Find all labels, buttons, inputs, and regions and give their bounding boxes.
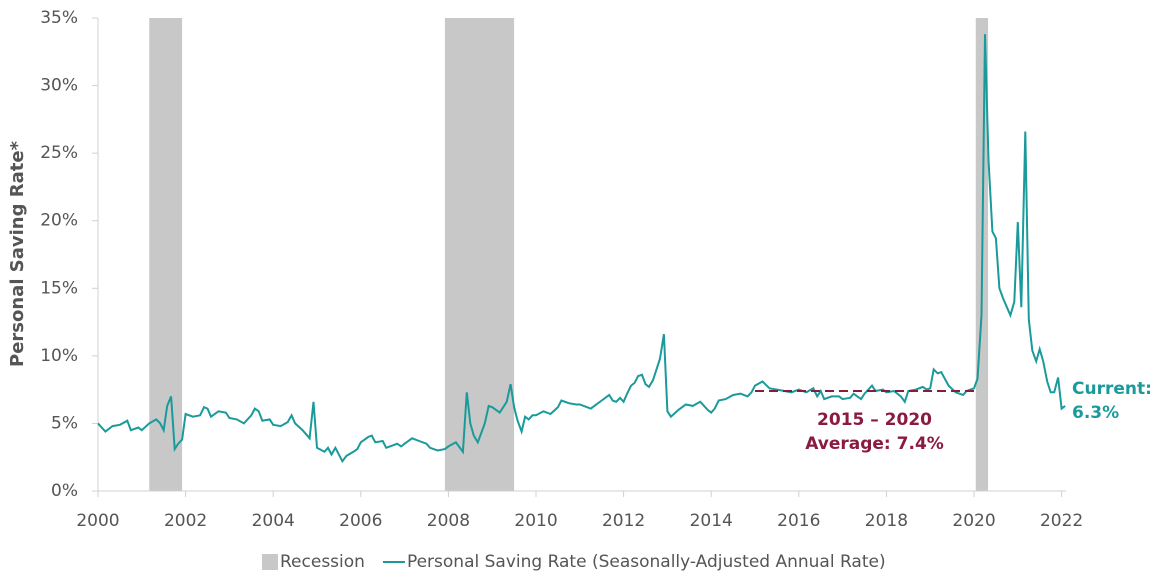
y-tick-label: 15% [40,278,78,298]
x-tick-label: 2020 [952,511,995,531]
y-tick-label: 35% [40,8,78,28]
y-tick-label: 30% [40,76,78,96]
current-annotation: 6.3% [1072,403,1119,423]
current-annotation: Current: [1072,379,1152,399]
average-annotation: 2015 – 2020 [817,410,932,430]
x-tick-label: 2022 [1040,511,1083,531]
x-tick-label: 2008 [427,511,470,531]
y-axis-label: Personal Saving Rate* [7,140,28,367]
x-tick-label: 2016 [777,511,820,531]
x-tick-label: 2004 [252,511,295,531]
x-tick-label: 2010 [514,511,557,531]
average-annotation: Average: 7.4% [805,434,944,454]
recession-band [444,18,515,491]
y-tick-label: 5% [51,413,78,433]
x-tick-label: 2006 [339,511,382,531]
y-tick-label: 25% [40,143,78,163]
legend-swatch [262,554,278,570]
x-tick-label: 2002 [164,511,207,531]
legend-label: Personal Saving Rate (Seasonally-Adjuste… [407,552,886,572]
legend-label: Recession [280,552,365,572]
saving-rate-line [97,34,1066,464]
y-tick-label: 20% [40,211,78,231]
x-tick-label: 2012 [602,511,645,531]
x-tick-label: 2000 [76,511,119,531]
y-tick-label: 0% [51,481,78,501]
y-tick-label: 10% [40,346,78,366]
x-tick-label: 2018 [865,511,908,531]
x-tick-label: 2014 [690,511,733,531]
